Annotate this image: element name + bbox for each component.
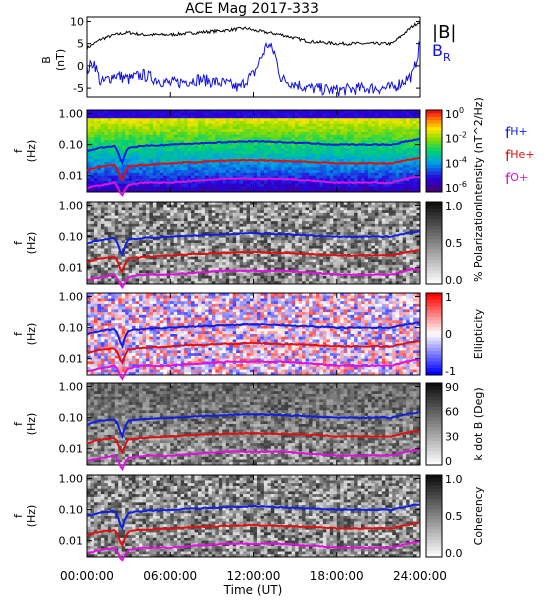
freq-axis-label: f xyxy=(12,331,25,336)
colorbar-tick-label: 60 xyxy=(445,406,459,419)
colorbar-tick-label: 30 xyxy=(445,430,459,443)
time-tick-label: 24:00:00 xyxy=(393,569,447,583)
colorbar-tick-label: 0 xyxy=(445,328,452,341)
spectrogram-panel-3: 1.00 0.10 0.01 f(Hz) 1 0 -1 Ellipticity xyxy=(12,291,485,379)
gyrofrequency-legend: fH+ fHe+ fO+ xyxy=(505,124,535,188)
freq-tick-label: 0.10 xyxy=(59,412,84,425)
colorbar-label: Coherency xyxy=(472,486,485,545)
freq-tick-label: 1.00 xyxy=(59,108,84,121)
freq-axis-unit: (Hz) xyxy=(25,413,38,436)
bfield-ytick-label: 5 xyxy=(77,38,84,51)
spectrogram-cells xyxy=(87,293,420,375)
colorbar-tick-label: 1.0 xyxy=(445,473,463,486)
legend-BR: BR xyxy=(432,41,451,64)
colorbar-tick-label: 10-2 xyxy=(445,131,467,146)
freq-axis-label: f xyxy=(12,421,25,426)
legend-f_H+: fH+ xyxy=(505,124,528,142)
legend-f_O+: fO+ xyxy=(505,170,528,188)
legend-f_He+: fHe+ xyxy=(505,147,535,165)
colorbar-tick-label: 0 xyxy=(445,455,452,468)
colorbar-tick-label: 0.5 xyxy=(445,237,463,250)
bfield-ytick-label: -5 xyxy=(73,82,84,95)
freq-axis-unit: (Hz) xyxy=(25,323,38,346)
colorbar-tick-label: 1 xyxy=(445,291,452,304)
colorbar-label: Ellipticity xyxy=(472,308,485,359)
freq-tick-label: 0.01 xyxy=(59,535,84,548)
figure-title: ACE Mag 2017-333 xyxy=(185,1,319,17)
time-tick-label: 06:00:00 xyxy=(143,569,197,583)
time-tick-label: 18:00:00 xyxy=(310,569,364,583)
colorbar-tick-label: 0.0 xyxy=(445,547,463,560)
time-axis-label: Time (UT) xyxy=(223,583,283,597)
spectrogram-panel-2: 1.00 0.10 0.01 f(Hz) 1.0 0.5 0.0 % Polarization xyxy=(12,200,485,288)
spectrogram-panel-1: 1.00 0.10 0.01 f(Hz) 100 10-2 10-4 10-6 Intensit… xyxy=(12,97,485,205)
freq-tick-label: 1.00 xyxy=(59,291,84,304)
time-tick-label: 12:00:00 xyxy=(227,569,281,583)
bfield-yunit: (nT) xyxy=(54,49,67,71)
freq-tick-label: 0.10 xyxy=(59,231,84,244)
colorbar: 1.0 0.5 0.0 % Polarization xyxy=(426,200,485,287)
colorbar-tick-label: 90 xyxy=(445,381,459,394)
colorbar: 1.0 0.5 0.0 Coherency xyxy=(426,473,485,560)
colorbar-label: % Polarization xyxy=(472,204,485,282)
colorbar-tick-label: 10-6 xyxy=(445,180,467,195)
freq-axis-unit: (Hz) xyxy=(25,140,38,163)
colorbar: 1 0 -1 Ellipticity xyxy=(426,291,485,378)
freq-tick-label: 0.01 xyxy=(59,353,84,366)
freq-tick-label: 0.10 xyxy=(59,504,84,517)
bfield-ylabel: B xyxy=(40,56,53,64)
freq-axis-unit: (Hz) xyxy=(25,505,38,528)
bfield-panel: 10 5 0 -5 B (nT) |B| BR xyxy=(40,15,456,97)
bfield-ytick-label: 10 xyxy=(70,15,84,28)
freq-axis-label: f xyxy=(12,148,25,153)
colorbar-tick-label: -1 xyxy=(445,365,456,378)
bfield-frame xyxy=(87,17,420,97)
bfield-ytick-label: 0 xyxy=(77,60,84,73)
time-tick-label: 00:00:00 xyxy=(60,569,114,583)
colorbar-tick-label: 0.0 xyxy=(445,274,463,287)
freq-axis-label: f xyxy=(12,240,25,245)
spectrogram-panel-4: 1.00 0.10 0.01 f(Hz) 90 60 30 0 k dot B (Deg) xyxy=(12,381,485,470)
spectrogram-cells xyxy=(87,202,420,284)
freq-tick-label: 1.00 xyxy=(59,381,84,394)
spectrogram-panel-5: 1.00 0.10 0.01 f(Hz) 1.0 0.5 0.0 Coherency xyxy=(12,473,485,561)
freq-tick-label: 0.01 xyxy=(59,170,84,183)
legend-total-B: |B| xyxy=(432,22,456,43)
colorbar-tick-label: 10-4 xyxy=(445,155,467,170)
freq-axis-unit: (Hz) xyxy=(25,232,38,255)
freq-tick-label: 0.01 xyxy=(59,443,84,456)
freq-tick-label: 1.00 xyxy=(59,473,84,486)
colorbar: 100 10-2 10-4 10-6 Intensity (nT^2/Hz) xyxy=(426,97,485,205)
colorbar: 90 60 30 0 k dot B (Deg) xyxy=(426,381,485,468)
freq-tick-label: 0.10 xyxy=(59,139,84,152)
colorbar-tick-label: 100 xyxy=(445,106,464,121)
freq-tick-label: 0.01 xyxy=(59,262,84,275)
freq-axis-label: f xyxy=(12,513,25,518)
colorbar-label: k dot B (Deg) xyxy=(472,387,485,460)
freq-tick-label: 0.10 xyxy=(59,322,84,335)
colorbar-tick-label: 0.5 xyxy=(445,510,463,523)
freq-tick-label: 1.00 xyxy=(59,200,84,213)
colorbar-label: Intensity (nT^2/Hz) xyxy=(472,97,485,205)
colorbar-tick-label: 1.0 xyxy=(445,200,463,213)
